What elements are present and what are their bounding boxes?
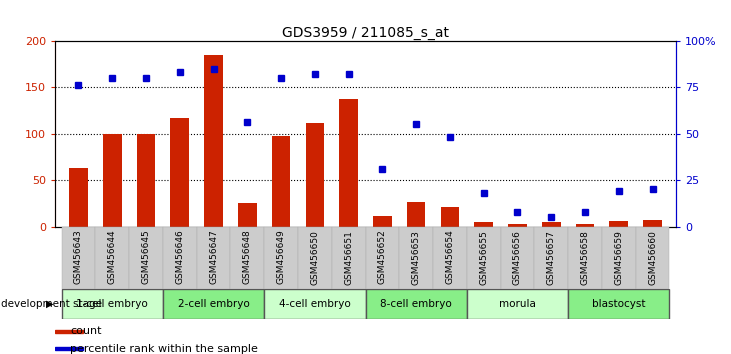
Bar [568,227,602,289]
Bar [170,118,189,227]
Text: 8-cell embryo: 8-cell embryo [380,298,452,309]
Bar [602,227,636,289]
Bar [264,289,366,319]
Text: GSM456643: GSM456643 [74,230,83,284]
Bar [197,227,230,289]
Bar [339,99,358,227]
Bar [643,220,662,227]
Text: 2-cell embryo: 2-cell embryo [178,298,249,309]
Bar [542,222,561,227]
Bar [636,227,670,289]
Text: 4-cell embryo: 4-cell embryo [279,298,351,309]
Bar [55,330,83,333]
Bar [610,221,628,227]
Bar [467,289,568,319]
Text: GSM456647: GSM456647 [209,230,218,284]
Text: GSM456659: GSM456659 [614,230,624,285]
Bar [61,227,95,289]
Text: GSM456660: GSM456660 [648,230,657,285]
Title: GDS3959 / 211085_s_at: GDS3959 / 211085_s_at [282,26,449,40]
Text: ▶: ▶ [46,298,53,309]
Bar [230,227,264,289]
Text: blastocyst: blastocyst [592,298,645,309]
Bar [366,289,467,319]
Bar [576,224,594,227]
Bar [238,203,257,227]
Text: GSM456658: GSM456658 [580,230,589,285]
Bar [298,227,332,289]
Text: GSM456644: GSM456644 [107,230,117,284]
Bar [433,227,467,289]
Text: GSM456654: GSM456654 [445,230,455,284]
Bar [332,227,366,289]
Text: percentile rank within the sample: percentile rank within the sample [70,344,258,354]
Bar [137,133,155,227]
Bar [568,289,670,319]
Bar [163,227,197,289]
Text: GSM456649: GSM456649 [276,230,286,284]
Bar [534,227,568,289]
Bar [441,207,459,227]
Bar [501,227,534,289]
Bar [204,55,223,227]
Bar [399,227,433,289]
Text: count: count [70,326,102,336]
Bar [129,227,163,289]
Bar [373,216,392,227]
Bar [103,133,121,227]
Text: GSM456657: GSM456657 [547,230,556,285]
Text: GSM456653: GSM456653 [412,230,420,285]
Bar [474,222,493,227]
Bar [69,168,88,227]
Text: GSM456646: GSM456646 [175,230,184,284]
Text: GSM456645: GSM456645 [142,230,151,284]
Text: GSM456655: GSM456655 [480,230,488,285]
Bar [306,124,324,227]
Bar [55,347,83,350]
Bar [508,224,527,227]
Bar [272,136,290,227]
Bar [95,227,129,289]
Text: 1-cell embryo: 1-cell embryo [76,298,148,309]
Bar [61,289,163,319]
Bar [407,202,425,227]
Bar [366,227,399,289]
Text: GSM456652: GSM456652 [378,230,387,284]
Text: morula: morula [499,298,536,309]
Text: GSM456656: GSM456656 [513,230,522,285]
Bar [264,227,298,289]
Text: GSM456650: GSM456650 [311,230,319,285]
Bar [163,289,264,319]
Text: GSM456651: GSM456651 [344,230,353,285]
Text: GSM456648: GSM456648 [243,230,251,284]
Bar [467,227,501,289]
Text: development stage: development stage [1,298,102,309]
